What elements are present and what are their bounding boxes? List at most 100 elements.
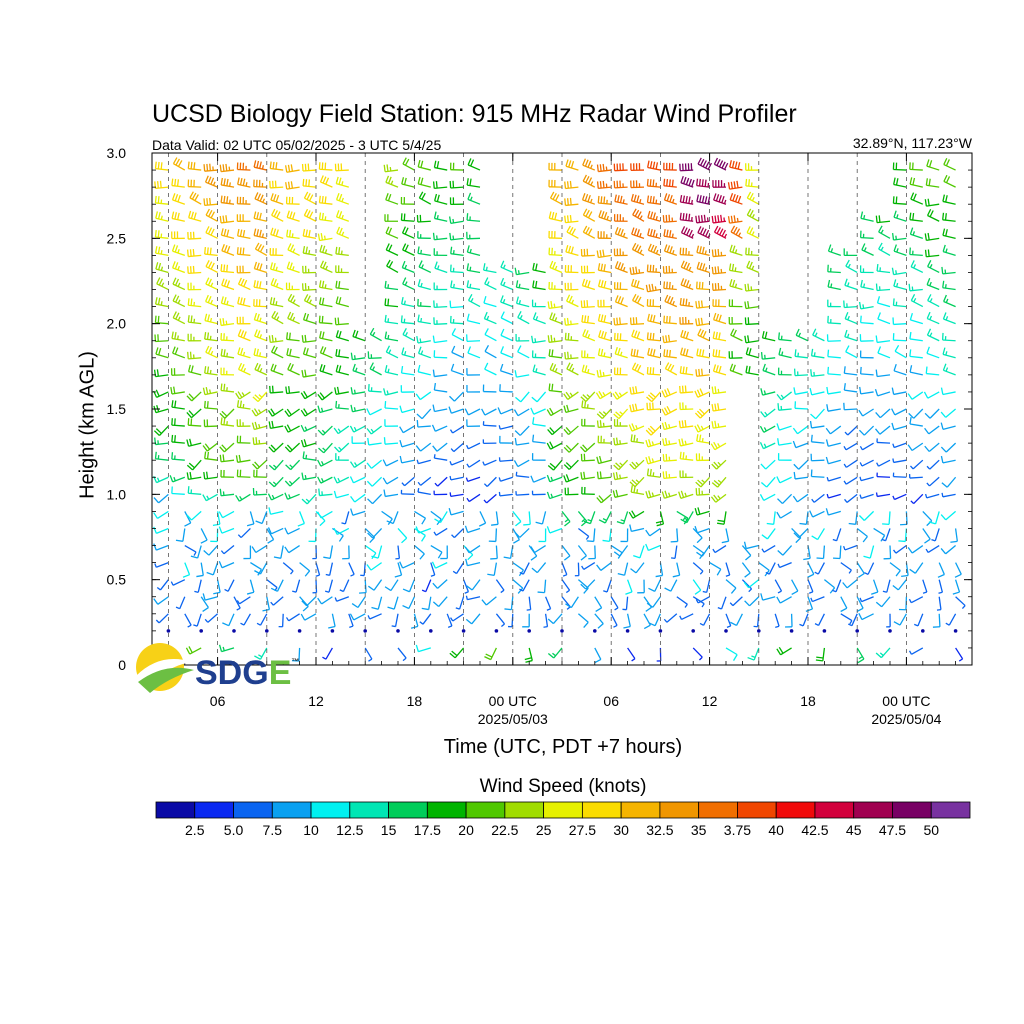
wind-barb xyxy=(596,562,612,571)
barb-feather xyxy=(710,496,717,503)
barb-shaft xyxy=(647,338,661,342)
wind-barb xyxy=(709,562,722,576)
barb-feather xyxy=(705,229,710,237)
wind-barb xyxy=(661,388,678,398)
wind-barb xyxy=(317,459,333,467)
wind-barb xyxy=(746,260,760,274)
barb-feather xyxy=(317,459,322,467)
wind-barb xyxy=(729,193,743,205)
barb-feather xyxy=(256,160,260,168)
barb-shaft xyxy=(467,596,481,601)
wind-barb xyxy=(350,352,366,361)
barb-feather xyxy=(711,386,714,394)
barb-feather xyxy=(571,299,575,304)
barb-feather xyxy=(404,244,409,252)
barb-shaft xyxy=(811,459,825,462)
barb-shaft xyxy=(385,371,399,376)
wind-barb xyxy=(812,328,825,342)
barb-feather xyxy=(226,264,229,272)
barb-feather xyxy=(531,567,538,574)
wind-barb xyxy=(728,263,743,274)
barb-feather xyxy=(157,196,160,204)
barb-feather xyxy=(226,246,231,254)
barb-shaft xyxy=(188,492,202,495)
barb-shaft xyxy=(909,476,923,479)
barb-feather xyxy=(403,300,406,305)
wind-barb xyxy=(663,281,677,291)
barb-feather xyxy=(586,315,590,323)
wind-barb xyxy=(384,400,399,410)
wind-barb xyxy=(926,328,940,342)
barb-feather xyxy=(302,246,306,254)
barb-feather xyxy=(171,193,176,201)
barb-feather xyxy=(628,511,634,519)
barb-feather xyxy=(950,540,958,543)
barb-feather xyxy=(484,277,489,285)
barb-feather xyxy=(696,410,703,417)
barb-feather xyxy=(598,495,605,502)
barb-feather xyxy=(630,434,633,442)
barb-shaft xyxy=(172,579,186,586)
barb-feather xyxy=(587,518,592,522)
barb-feather xyxy=(679,297,682,306)
wind-barb xyxy=(909,459,924,470)
wind-barb xyxy=(695,368,710,377)
barb-shaft xyxy=(155,217,169,222)
wind-barb xyxy=(449,315,464,325)
wind-barb xyxy=(186,408,202,419)
barb-shaft xyxy=(266,528,275,540)
barb-shaft xyxy=(844,408,858,411)
barb-shaft xyxy=(434,389,448,393)
barb-feather xyxy=(666,179,669,187)
barb-feather xyxy=(469,248,472,254)
wind-barb xyxy=(942,347,956,359)
barb-shaft xyxy=(483,269,497,274)
wind-barb xyxy=(702,579,711,593)
barb-feather xyxy=(764,411,768,416)
barb-feather xyxy=(301,472,304,480)
barb-feather xyxy=(223,195,226,204)
barb-feather xyxy=(308,299,312,304)
barb-feather xyxy=(732,193,736,202)
wind-barb xyxy=(383,388,399,396)
barb-feather xyxy=(843,366,846,374)
barb-feather xyxy=(187,364,191,372)
wind-barb xyxy=(875,596,891,608)
barb-feather xyxy=(548,349,551,357)
barb-feather xyxy=(725,574,730,577)
barb-shaft xyxy=(188,321,202,325)
barb-feather xyxy=(212,523,220,527)
barb-feather xyxy=(222,164,225,172)
wind-barb xyxy=(498,491,513,497)
barb-feather xyxy=(399,439,403,448)
y-tick-label: 0 xyxy=(118,657,126,673)
barb-feather xyxy=(668,492,671,497)
wind-barb xyxy=(910,294,924,308)
barb-feather xyxy=(284,546,290,554)
barb-feather xyxy=(619,462,624,467)
barb-feather xyxy=(275,301,278,306)
barb-feather xyxy=(617,296,622,304)
barb-feather xyxy=(220,296,224,304)
wind-barb xyxy=(579,442,596,453)
wind-barb xyxy=(402,328,415,342)
barb-shaft xyxy=(549,355,563,359)
barb-feather xyxy=(760,388,764,396)
barb-feather xyxy=(504,608,512,611)
wind-barb xyxy=(679,470,694,479)
wind-barb xyxy=(246,511,255,527)
barb-feather xyxy=(942,212,945,220)
barb-shaft xyxy=(927,391,940,399)
barb-feather xyxy=(810,434,813,442)
barb-shaft xyxy=(484,283,497,291)
barb-feather xyxy=(760,411,766,418)
barb-shaft xyxy=(500,425,513,430)
wind-barb xyxy=(270,579,284,592)
barb-feather xyxy=(300,392,306,400)
barb-shaft xyxy=(922,528,931,540)
barb-feather xyxy=(631,329,635,337)
barb-feather xyxy=(892,458,895,463)
wind-barb xyxy=(765,562,776,575)
barb-feather xyxy=(157,161,160,170)
barb-feather xyxy=(239,400,243,408)
